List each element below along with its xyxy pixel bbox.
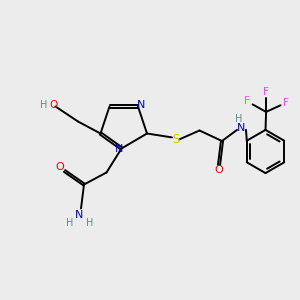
Text: H: H	[40, 100, 47, 110]
Text: H: H	[235, 114, 242, 124]
Text: N: N	[237, 123, 246, 134]
Text: N: N	[137, 100, 145, 110]
Text: N: N	[115, 143, 123, 154]
Text: O: O	[214, 165, 224, 176]
Text: N: N	[75, 210, 84, 220]
Text: O: O	[55, 162, 64, 172]
Text: S: S	[172, 133, 179, 146]
Text: F: F	[283, 98, 289, 108]
Text: H: H	[86, 218, 93, 229]
Text: F: F	[263, 87, 269, 98]
Text: F: F	[244, 96, 250, 106]
Text: H: H	[66, 218, 73, 229]
Text: O: O	[50, 100, 58, 110]
